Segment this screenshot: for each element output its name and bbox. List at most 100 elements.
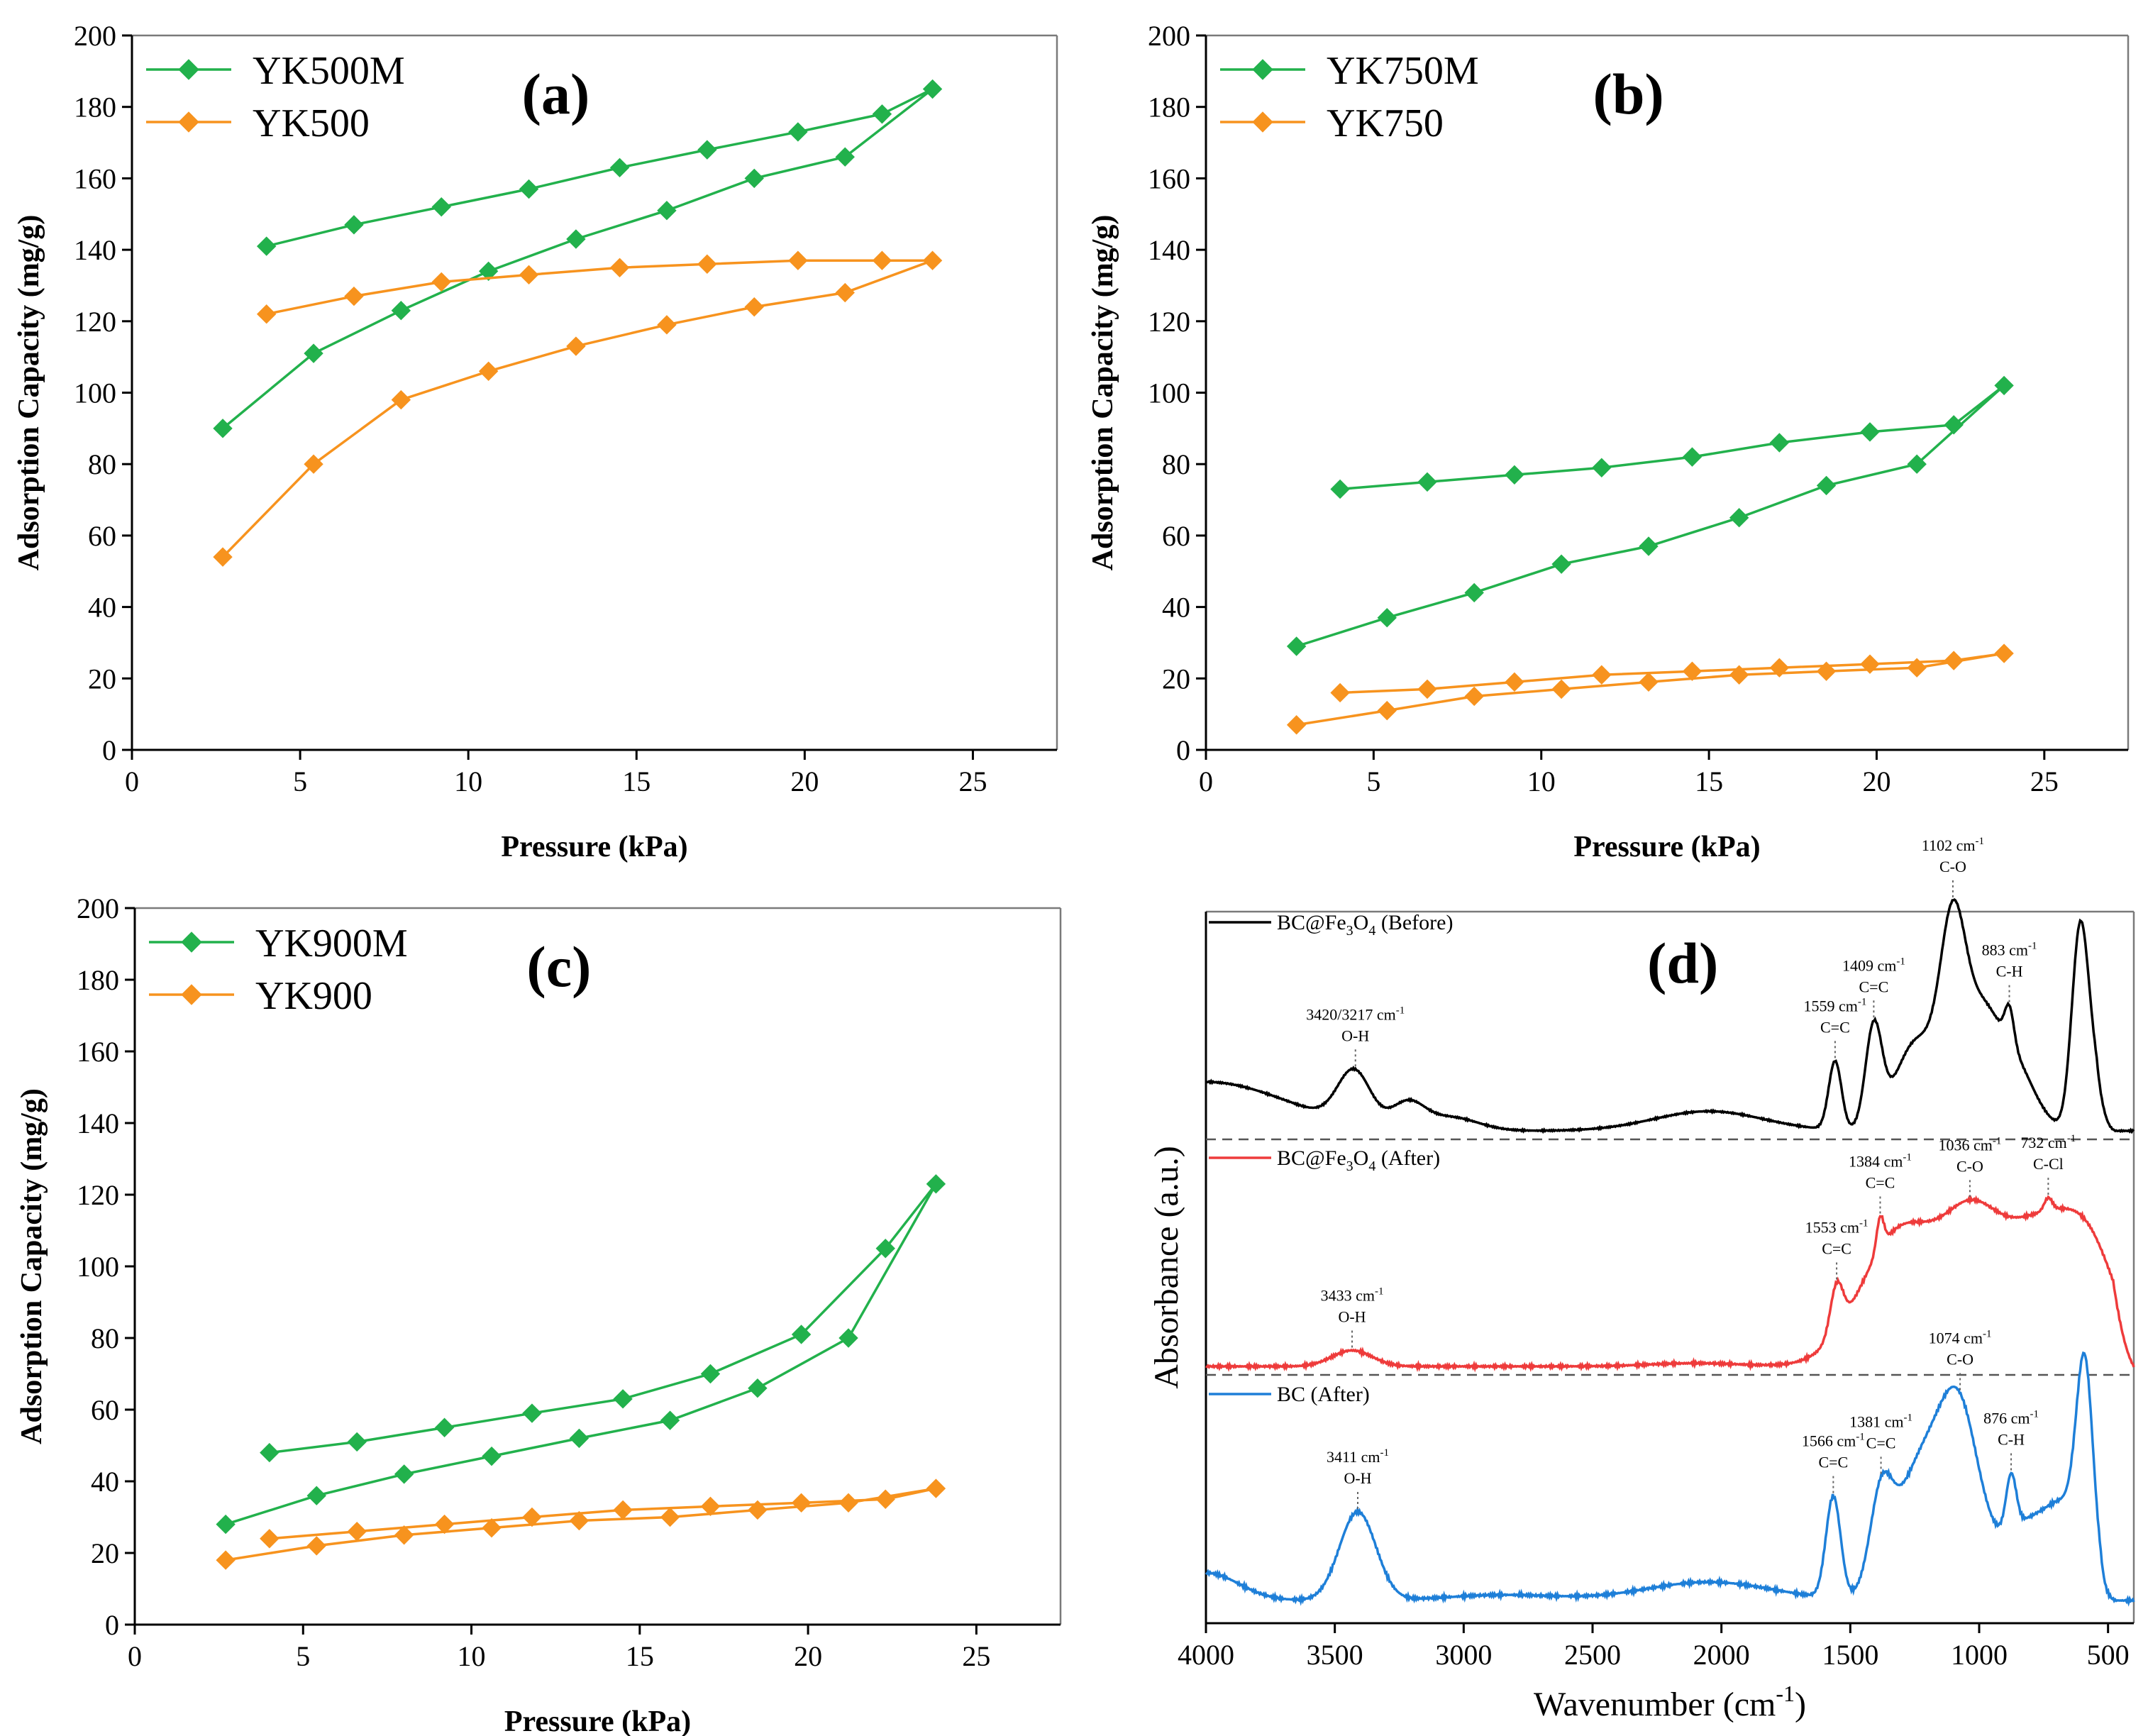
data-point bbox=[1377, 607, 1397, 628]
data-point bbox=[1464, 582, 1484, 603]
y-tick-label: 120 bbox=[74, 306, 116, 338]
peak-wavenumber-main: 1074 cm bbox=[1929, 1329, 1983, 1347]
data-point bbox=[1944, 415, 1964, 435]
data-point bbox=[1816, 661, 1837, 681]
x-tick-label: 10 bbox=[458, 1640, 486, 1672]
data-point bbox=[875, 1489, 895, 1509]
data-point bbox=[519, 265, 539, 285]
peak-wavenumber: 1102 cm-1 bbox=[1922, 836, 1984, 854]
y-tick-label: 0 bbox=[1176, 734, 1190, 766]
data-point bbox=[700, 1364, 721, 1384]
x-tick-label: 25 bbox=[958, 765, 987, 797]
data-point bbox=[391, 389, 411, 410]
peak-wavenumber: 732 cm-1 bbox=[2020, 1133, 2076, 1151]
y-tick-label: 40 bbox=[1162, 592, 1190, 624]
panel-label: (c) bbox=[526, 934, 591, 999]
peak-wavenumber-sup: -1 bbox=[1904, 1412, 1913, 1423]
x-axis-title: Pressure (kPa) bbox=[504, 1705, 691, 1736]
y-axis-title: Absorbance (a.u.) bbox=[1148, 1146, 1185, 1389]
panel-d: 4000 3500 3000 2500 2000 1500 1000 500 Wavenumbe… bbox=[1148, 836, 2135, 1723]
y-tick-label: 180 bbox=[74, 92, 116, 123]
y-tick-label: 60 bbox=[88, 520, 116, 552]
x-tick-label: 1500 bbox=[1822, 1639, 1878, 1671]
y-tick-label: 120 bbox=[1148, 306, 1190, 338]
peak-group: C=C bbox=[1866, 1434, 1896, 1452]
peak-wavenumber: 3411 cm-1 bbox=[1327, 1447, 1389, 1466]
peak-wavenumber-main: 3433 cm bbox=[1321, 1287, 1375, 1305]
peak-group: C=C bbox=[1859, 978, 1889, 995]
data-point bbox=[1592, 458, 1612, 477]
data-point bbox=[788, 250, 808, 270]
peak-wavenumber-sup: -1 bbox=[1858, 996, 1867, 1007]
peak-wavenumber-main: 1553 cm bbox=[1805, 1218, 1859, 1236]
y-tick-label: 80 bbox=[91, 1322, 119, 1354]
legend-label: BC@Fe3O4 (Before) bbox=[1277, 911, 1453, 939]
peak-wavenumber: 1036 cm-1 bbox=[1938, 1135, 2001, 1154]
y-tick-label: 160 bbox=[77, 1036, 119, 1068]
data-point bbox=[748, 1500, 768, 1520]
peak-group: C-O bbox=[1947, 1350, 1973, 1368]
data-point bbox=[791, 1493, 812, 1513]
peak-wavenumber: 3433 cm-1 bbox=[1321, 1286, 1384, 1305]
x-tick-label: 3000 bbox=[1435, 1639, 1492, 1671]
y-tick-label: 200 bbox=[77, 892, 119, 924]
legend-label: BC (After) bbox=[1277, 1383, 1370, 1406]
peak-wavenumber-main: 1102 cm bbox=[1922, 836, 1976, 854]
x-axis-title: Pressure (kPa) bbox=[501, 831, 687, 863]
legend-marker bbox=[178, 59, 199, 80]
x-tick-label: 3500 bbox=[1307, 1639, 1363, 1671]
data-point bbox=[213, 419, 233, 438]
y-tick-label: 180 bbox=[77, 964, 119, 996]
panel-a: 0 5 10 15 20 25 0 20 40 60 80 100 120 140 160 180 200 Pre… bbox=[13, 20, 1058, 863]
y-tick-label: 120 bbox=[77, 1179, 119, 1211]
x-tick-label: 0 bbox=[1199, 765, 1213, 797]
legend-label-end: (Before) bbox=[1375, 911, 1453, 934]
data-point bbox=[700, 1496, 721, 1517]
data-point bbox=[1330, 682, 1350, 703]
legend-marker bbox=[1252, 59, 1273, 80]
y-tick-label: 20 bbox=[91, 1537, 119, 1569]
x-tick-label: 5 bbox=[293, 765, 307, 797]
data-point bbox=[306, 1536, 326, 1556]
peak-wavenumber-main: 3420/3217 cm bbox=[1306, 1005, 1396, 1023]
legend-label: BC@Fe3O4 (After) bbox=[1277, 1146, 1440, 1174]
data-point bbox=[1377, 700, 1397, 721]
series-YK900 bbox=[216, 1478, 946, 1570]
series-line bbox=[225, 1183, 937, 1526]
x-tick-label: 20 bbox=[1862, 765, 1890, 797]
data-point bbox=[1769, 658, 1790, 678]
data-point bbox=[391, 300, 411, 321]
data-point bbox=[838, 1493, 858, 1513]
data-point bbox=[872, 250, 892, 270]
legend-label: YK750 bbox=[1327, 101, 1444, 145]
peak-wavenumber-main: 732 cm bbox=[2020, 1134, 2066, 1151]
data-point bbox=[566, 336, 586, 356]
peak-wavenumber: 1566 cm-1 bbox=[1802, 1432, 1865, 1450]
data-point bbox=[609, 258, 630, 277]
peak-wavenumber-main: 3411 cm bbox=[1327, 1448, 1380, 1466]
peak-group: C-Cl bbox=[2033, 1155, 2064, 1173]
peak-group: C=C bbox=[1822, 1239, 1851, 1257]
data-point bbox=[872, 104, 892, 124]
panel-label: (b) bbox=[1593, 62, 1664, 126]
data-point bbox=[835, 282, 855, 303]
data-point bbox=[478, 361, 499, 381]
data-point bbox=[791, 1325, 812, 1344]
data-point bbox=[1729, 508, 1749, 528]
data-point bbox=[566, 229, 586, 249]
spectrum-line bbox=[1205, 1351, 2135, 1607]
y-tick-label: 200 bbox=[74, 20, 116, 52]
data-point bbox=[522, 1507, 542, 1527]
peak-wavenumber-sup: -1 bbox=[1993, 1135, 2002, 1146]
peak-wavenumber-main: 1384 cm bbox=[1849, 1152, 1903, 1170]
data-point bbox=[394, 1525, 414, 1545]
peak-wavenumber-sup: -1 bbox=[1856, 1432, 1865, 1443]
peak-wavenumber-sup: -1 bbox=[2067, 1133, 2076, 1144]
y-tick-label: 100 bbox=[1148, 377, 1190, 409]
peak-group: O-H bbox=[1341, 1027, 1369, 1044]
data-point bbox=[347, 1521, 367, 1542]
peak-wavenumber-sup: -1 bbox=[1903, 1151, 1912, 1163]
